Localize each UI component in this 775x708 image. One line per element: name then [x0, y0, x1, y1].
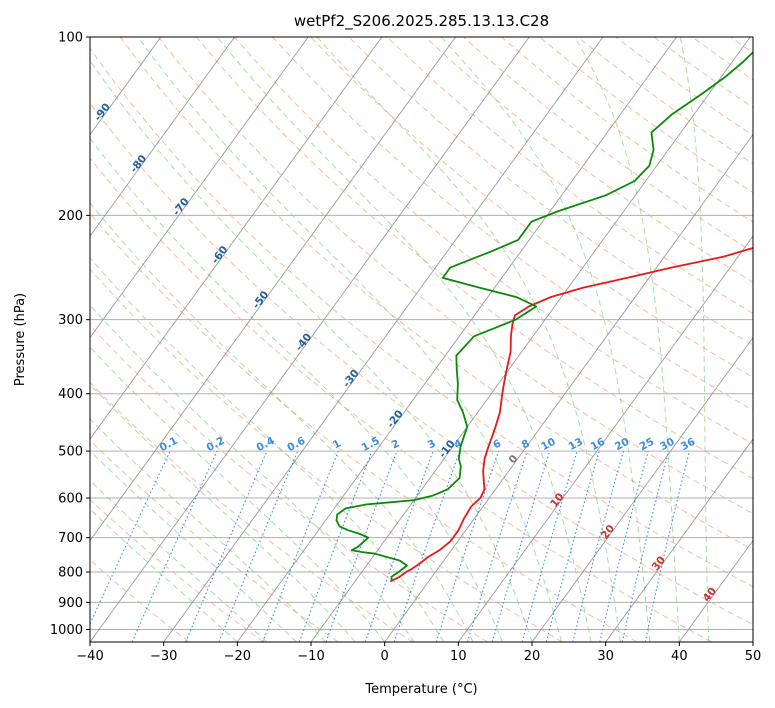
x-tick-label: 0 [381, 649, 389, 664]
moist-adiabat-line [679, 37, 710, 642]
isotherm-line [531, 336, 753, 642]
isotherm-line [90, 37, 235, 237]
moist-adiabat-line [137, 37, 562, 642]
dewpoint-profile-line [335, 51, 753, 582]
mixing-ratio-line [466, 450, 528, 642]
line-annotations: 0.10.20.40.611.52346810131620253036-100-… [92, 101, 719, 604]
x-axis-ticks: −40 −30 −20 −10 0 10 20 30 40 50 [76, 642, 761, 664]
moist-adiabat-line [90, 304, 415, 642]
mixing-ratio-line [599, 450, 649, 642]
mixing-ratio-line [298, 450, 373, 642]
y-tick-label: 200 [58, 209, 83, 224]
moist-adiabat-line [90, 508, 238, 642]
y-tick-label: 600 [58, 492, 83, 507]
mixing-ratio-line [491, 450, 551, 642]
mixing-ratio-lines [90, 450, 691, 642]
mixing-ratio-line [521, 450, 578, 642]
x-tick-label: −20 [224, 649, 251, 664]
x-tick-label: −30 [150, 649, 177, 664]
dry-adiabat-line [90, 102, 753, 626]
mixing-ratio-line [364, 450, 434, 642]
mixing-ratio-line [644, 450, 691, 642]
mixing-ratio-line [262, 450, 339, 642]
plot-frame [89, 36, 754, 643]
x-tick-label: 40 [671, 649, 688, 664]
moist-adiabat-line [316, 37, 621, 642]
dry-adiabat-line [90, 212, 638, 642]
isotherm-line [384, 133, 753, 642]
moist-adiabat-line [216, 37, 592, 642]
moist-adiabat-line [90, 202, 474, 642]
dry-adiabat-line [196, 37, 753, 480]
moist-adiabat-line [574, 37, 680, 642]
dry-adiabat-line [234, 37, 753, 445]
isotherm-line [90, 37, 383, 440]
sounding-profiles [335, 51, 753, 583]
x-tick-label: −10 [297, 649, 324, 664]
moist-adiabat-line [90, 383, 356, 642]
dry-adiabat-line [386, 37, 753, 314]
dry-adiabat-line [424, 37, 753, 283]
isotherm-line [457, 235, 753, 642]
moist-adiabat-line [90, 59, 533, 642]
mixing-ratio-line [185, 450, 268, 642]
y-tick-label: 500 [58, 445, 83, 460]
dry-adiabat-line [90, 268, 563, 642]
x-tick-label: 20 [524, 649, 541, 664]
y-tick-label: 300 [58, 313, 83, 328]
moist-adiabats [90, 37, 710, 642]
y-tick-label: 700 [58, 531, 83, 546]
mixing-ratio-line [393, 450, 461, 642]
y-tick-label: 900 [58, 596, 83, 611]
y-axis-label: Pressure (hPa) [13, 293, 28, 386]
dry-adiabats [90, 37, 753, 642]
moist-adiabat-line [90, 479, 268, 642]
y-axis-ticks: 100 200 300 400 500 600 700 800 900 1000 [50, 31, 90, 638]
dry-adiabat-line [90, 47, 753, 588]
dry-adiabat-line [272, 37, 753, 411]
moist-adiabat-line [90, 256, 445, 642]
isotherm-line [605, 438, 753, 642]
moist-adiabat-line [90, 449, 297, 642]
x-tick-label: 50 [745, 649, 762, 664]
isotherms [90, 37, 753, 642]
dry-adiabat-line [90, 157, 712, 642]
isotherm-line [163, 37, 604, 642]
temperature-profile-line [389, 246, 753, 583]
y-tick-label: 400 [58, 387, 83, 402]
mixing-ratio-line [218, 450, 299, 642]
x-tick-label: 10 [450, 649, 467, 664]
isotherm-line [90, 37, 530, 642]
isotherm-line [236, 37, 677, 642]
moist-adiabat-line [440, 37, 651, 642]
mixing-ratio-line [325, 450, 398, 642]
moist-adiabat-line [90, 346, 386, 642]
mixing-ratio-line [545, 450, 600, 642]
isotherm-line [310, 37, 751, 642]
x-tick-label: −40 [76, 649, 103, 664]
dry-adiabat-line [90, 324, 488, 642]
mixing-ratio-line [621, 450, 670, 642]
mixing-ratio-line [435, 450, 500, 642]
y-tick-label: 100 [58, 31, 83, 46]
moist-adiabat-line [90, 137, 503, 642]
x-axis-label: Temperature (°C) [364, 682, 477, 697]
mixing-ratio-line [131, 450, 218, 642]
mixing-ratio-line [572, 450, 625, 642]
dry-adiabat-line [119, 37, 753, 551]
y-tick-label: 1000 [50, 623, 83, 638]
isotherm-line [90, 37, 456, 542]
y-tick-label: 800 [58, 566, 83, 581]
isotherm-line [90, 37, 309, 339]
x-tick-label: 30 [597, 649, 614, 664]
chart-title: wetPf2_S206.2025.285.13.13.C28 [294, 12, 549, 31]
